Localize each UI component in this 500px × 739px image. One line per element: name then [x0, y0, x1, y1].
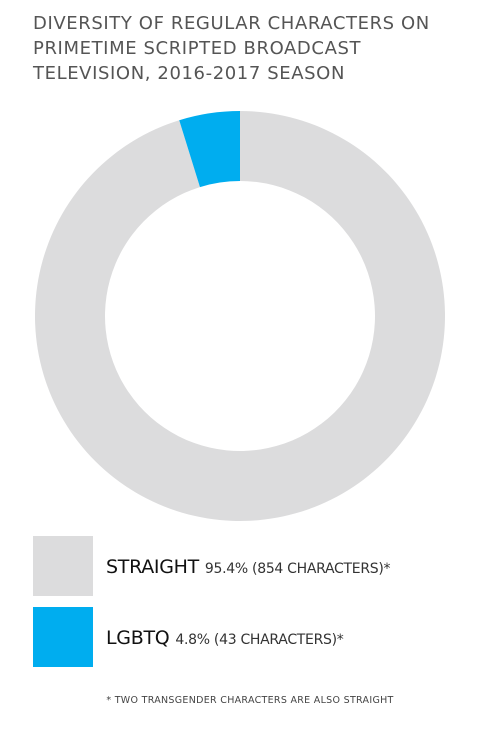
chart-title: DIVERSITY OF REGULAR CHARACTERS ON PRIMET…: [32, 13, 430, 84]
donut: [34, 111, 445, 521]
title-line: PRIMETIME SCRIPTED BROADCAST: [33, 38, 362, 59]
legend-entry: LGBTQ 4.8% (43 CHARACTERS)*: [106, 627, 344, 649]
footnote: * TWO TRANSGENDER CHARACTERS ARE ALSO ST…: [106, 695, 393, 706]
donut-slice: [34, 111, 445, 521]
legend-swatch: [33, 536, 93, 596]
title-line: TELEVISION, 2016-2017 SEASON: [32, 63, 345, 84]
legend-label: LGBTQ: [106, 627, 169, 649]
value-label: 4.8% (43 CHARACTERS)*: [175, 632, 343, 648]
value-label: 95.4% (854 CHARACTERS)*: [205, 561, 391, 577]
legend: STRAIGHT 95.4% (854 CHARACTERS)* LGBTQ 4.8%…: [33, 536, 391, 667]
donut-slice: [179, 111, 240, 188]
legend-entry: STRAIGHT 95.4% (854 CHARACTERS)*: [106, 556, 391, 578]
legend-swatch: [33, 607, 93, 667]
title-line: DIVERSITY OF REGULAR CHARACTERS ON: [33, 13, 430, 34]
legend-label: STRAIGHT: [106, 556, 200, 578]
